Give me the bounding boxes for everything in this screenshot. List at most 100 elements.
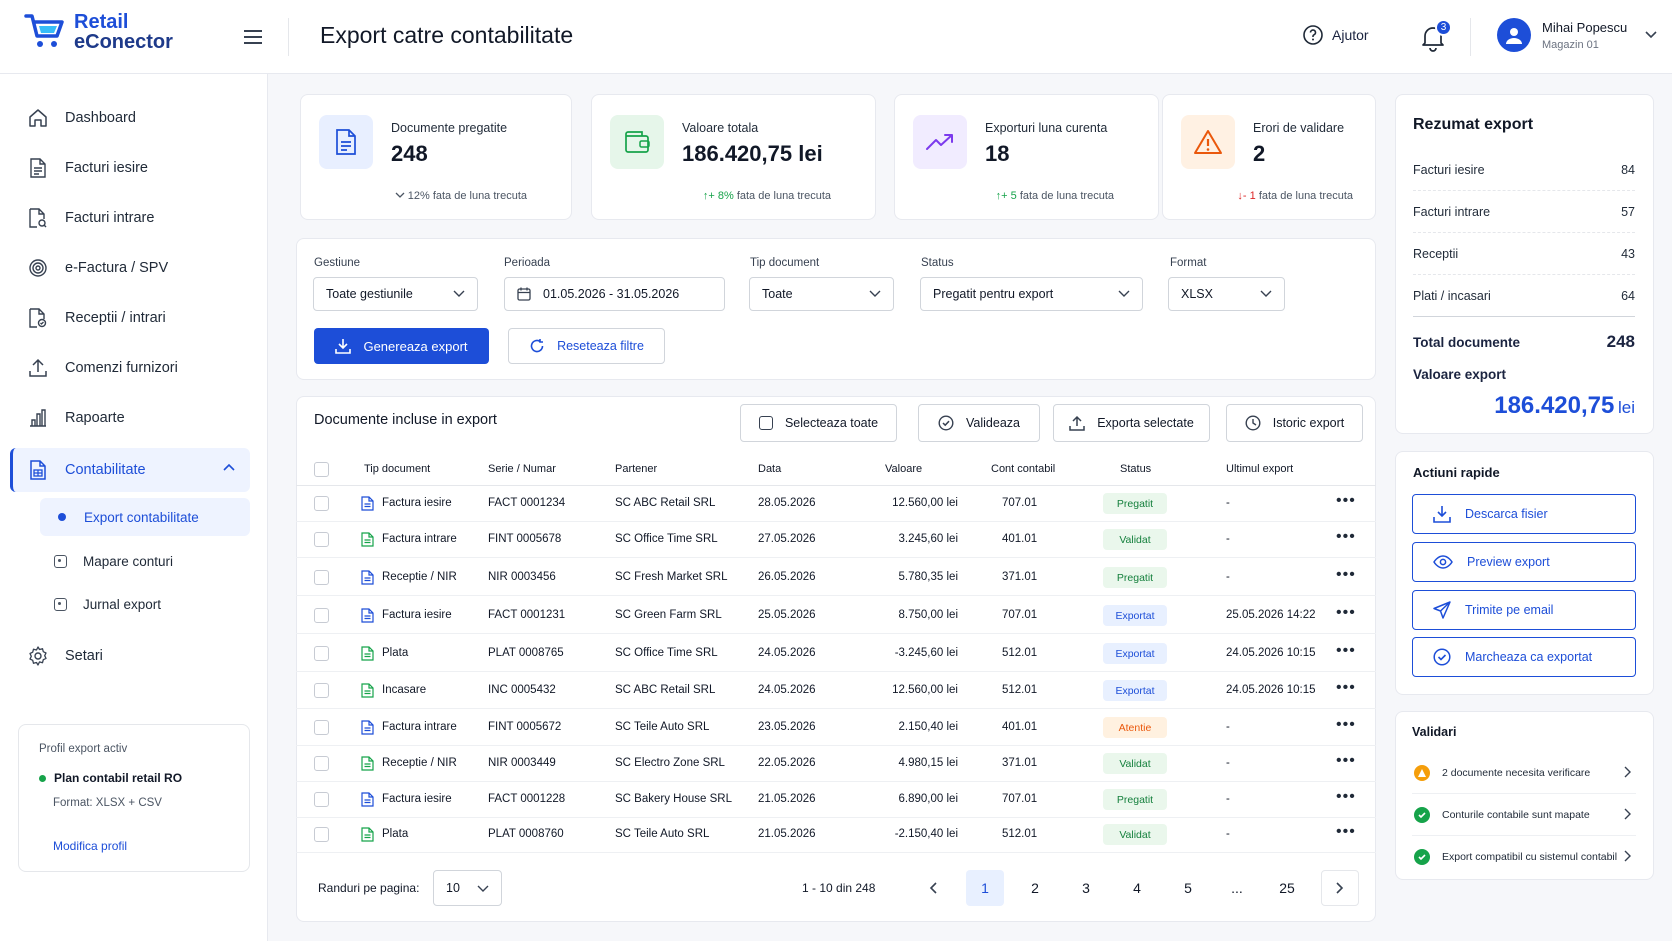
app-logo[interactable]: Retail eConector xyxy=(24,12,173,52)
download-file-button[interactable]: Descarca fisier xyxy=(1412,494,1636,534)
filter-gestiune-select[interactable]: Toate gestiunile xyxy=(313,277,478,311)
help-button[interactable]: Ajutor xyxy=(1302,24,1369,46)
sidebar-item-receptii[interactable]: Receptii / intrari xyxy=(10,296,250,340)
filter-format-value: XLSX xyxy=(1181,287,1213,301)
column-header[interactable]: Valoare xyxy=(885,463,923,475)
sidebar-item-comenzi[interactable]: Comenzi furnizori xyxy=(10,346,250,390)
status-badge: Pregatit xyxy=(1103,493,1167,514)
more-actions-icon[interactable]: ••• xyxy=(1336,604,1356,621)
row-checkbox[interactable] xyxy=(314,532,329,547)
pagination-page[interactable]: 1 xyxy=(966,870,1004,906)
row-checkbox[interactable] xyxy=(314,496,329,511)
pagination-page[interactable]: 4 xyxy=(1133,880,1141,896)
cell-valoare: 4.980,15 lei xyxy=(898,757,958,769)
cell-data: 23.05.2026 xyxy=(758,721,816,733)
wallet-icon xyxy=(610,115,664,169)
validation-item[interactable]: Export compatibil cu sistemul contabil xyxy=(1412,836,1636,878)
more-actions-icon[interactable]: ••• xyxy=(1336,716,1356,733)
reset-filters-button[interactable]: Reseteaza filtre xyxy=(508,328,665,364)
generate-export-button[interactable]: Genereaza export xyxy=(314,328,489,364)
column-header[interactable]: Status xyxy=(1120,463,1152,475)
sidebar-item-contabilitate[interactable]: Contabilitate xyxy=(10,448,250,492)
column-header[interactable]: Cont contabil xyxy=(991,463,1056,475)
export-selected-button[interactable]: Exporta selectate xyxy=(1053,404,1210,442)
table-row[interactable]: Plata PLAT 0008760 SC Teile Auto SRL 21.05.… xyxy=(296,817,1376,853)
more-actions-icon[interactable]: ••• xyxy=(1336,752,1356,769)
table-row[interactable]: Factura iesire FACT 0001228 SC Bakery Hous… xyxy=(296,782,1376,818)
sidebar-subitem-export-contabilitate[interactable]: Export contabilitate xyxy=(40,498,250,536)
pagination-page[interactable]: 3 xyxy=(1082,880,1090,896)
row-checkbox[interactable] xyxy=(314,827,329,842)
status-badge: Validat xyxy=(1103,753,1167,774)
more-actions-icon[interactable]: ••• xyxy=(1336,679,1356,696)
filter-perioada-input[interactable]: 01.05.2026 - 31.05.2026 xyxy=(504,277,725,311)
table-row[interactable]: Receptie / NIR NIR 0003449 SC Electro Zone… xyxy=(296,746,1376,782)
menu-toggle-icon[interactable] xyxy=(240,24,266,50)
row-checkbox[interactable] xyxy=(314,720,329,735)
table-row[interactable]: Factura intrare FINT 0005672 SC Teile Auto… xyxy=(296,710,1376,746)
pagination-page[interactable]: 5 xyxy=(1184,880,1192,896)
notifications-button[interactable]: 3 xyxy=(1420,19,1452,52)
export-history-label: Istoric export xyxy=(1272,416,1345,430)
pagination-prev-button[interactable] xyxy=(914,870,952,906)
cell-partener: SC Fresh Market SRL xyxy=(615,571,728,583)
rows-per-page-select[interactable]: 10 xyxy=(433,870,502,906)
preview-export-button[interactable]: Preview export xyxy=(1412,542,1636,582)
row-checkbox[interactable] xyxy=(314,608,329,623)
more-actions-icon[interactable]: ••• xyxy=(1336,492,1356,509)
validate-button[interactable]: Valideaza xyxy=(918,404,1040,442)
validations-title: Validari xyxy=(1412,725,1457,739)
sidebar-item-rapoarte[interactable]: Rapoarte xyxy=(10,396,250,440)
filter-tip-select[interactable]: Toate xyxy=(749,277,894,311)
mark-exported-button[interactable]: Marcheaza ca exportat xyxy=(1412,637,1636,677)
table-row[interactable]: Factura intrare FINT 0005678 SC Office Tim… xyxy=(296,522,1376,558)
sidebar-item-label: Facturi intrare xyxy=(65,210,155,226)
select-all-checkbox[interactable] xyxy=(314,462,329,477)
column-header[interactable]: Tip document xyxy=(364,463,431,475)
select-all-button[interactable]: Selecteaza toate xyxy=(740,404,897,442)
send-email-button[interactable]: Trimite pe email xyxy=(1412,590,1636,630)
column-header[interactable]: Partener xyxy=(615,463,658,475)
row-checkbox[interactable] xyxy=(314,792,329,807)
more-actions-icon[interactable]: ••• xyxy=(1336,566,1356,583)
pagination-page[interactable]: 2 xyxy=(1031,880,1039,896)
more-actions-icon[interactable]: ••• xyxy=(1336,642,1356,659)
column-header[interactable]: Data xyxy=(758,463,782,475)
filter-status-select[interactable]: Pregatit pentru export xyxy=(920,277,1143,311)
pagination-page[interactable]: 25 xyxy=(1279,880,1295,896)
cell-valoare: 8.750,00 lei xyxy=(898,609,958,621)
column-header[interactable]: Serie / Numar xyxy=(488,463,556,475)
row-checkbox[interactable] xyxy=(314,756,329,771)
table-row[interactable]: Incasare INC 0005432 SC ABC Retail SRL 24.0… xyxy=(296,673,1376,709)
pagination-next-button[interactable] xyxy=(1321,870,1359,906)
row-checkbox[interactable] xyxy=(314,570,329,585)
table-row[interactable]: Factura iesire FACT 0001231 SC Green Farm … xyxy=(296,598,1376,634)
validation-item[interactable]: Conturile contabile sunt mapate xyxy=(1412,794,1636,836)
table-row[interactable]: Receptie / NIR NIR 0003456 SC Fresh Market… xyxy=(296,560,1376,596)
sidebar-item-setari[interactable]: Setari xyxy=(10,634,250,678)
column-header[interactable]: Ultimul export xyxy=(1226,463,1294,475)
chevron-down-icon xyxy=(395,192,405,198)
sidebar-subitem-jurnal-export[interactable]: Jurnal export xyxy=(40,585,250,623)
row-checkbox[interactable] xyxy=(314,646,329,661)
more-actions-icon[interactable]: ••• xyxy=(1336,528,1356,545)
sidebar-subitem-mapare-conturi[interactable]: Mapare conturi xyxy=(40,542,250,580)
quick-action-label: Marcheaza ca exportat xyxy=(1465,650,1593,664)
export-history-button[interactable]: Istoric export xyxy=(1226,404,1363,442)
cell-serie: FINT 0005678 xyxy=(488,533,562,545)
table-row[interactable]: Factura iesire FACT 0001234 SC ABC Retail … xyxy=(296,486,1376,522)
more-actions-icon[interactable]: ••• xyxy=(1336,788,1356,805)
user-menu[interactable]: Mihai Popescu Magazin 01 xyxy=(1497,18,1658,52)
sidebar-item-facturi-intrare[interactable]: Facturi intrare xyxy=(10,196,250,240)
edit-profile-link[interactable]: Modifica profil xyxy=(53,839,128,853)
filter-format-select[interactable]: XLSX xyxy=(1168,277,1285,311)
quick-action-label: Descarca fisier xyxy=(1465,507,1548,521)
status-badge: Validat xyxy=(1103,529,1167,550)
sidebar-item-facturi-iesire[interactable]: Facturi iesire xyxy=(10,146,250,190)
sidebar-item-efactura[interactable]: e-Factura / SPV xyxy=(10,246,250,290)
validation-item[interactable]: 2 documente necesita verificare xyxy=(1412,752,1636,794)
table-row[interactable]: Plata PLAT 0008765 SC Office Time SRL 24.05… xyxy=(296,636,1376,672)
more-actions-icon[interactable]: ••• xyxy=(1336,823,1356,840)
sidebar-item-dashboard[interactable]: Dashboard xyxy=(10,96,250,140)
row-checkbox[interactable] xyxy=(314,683,329,698)
